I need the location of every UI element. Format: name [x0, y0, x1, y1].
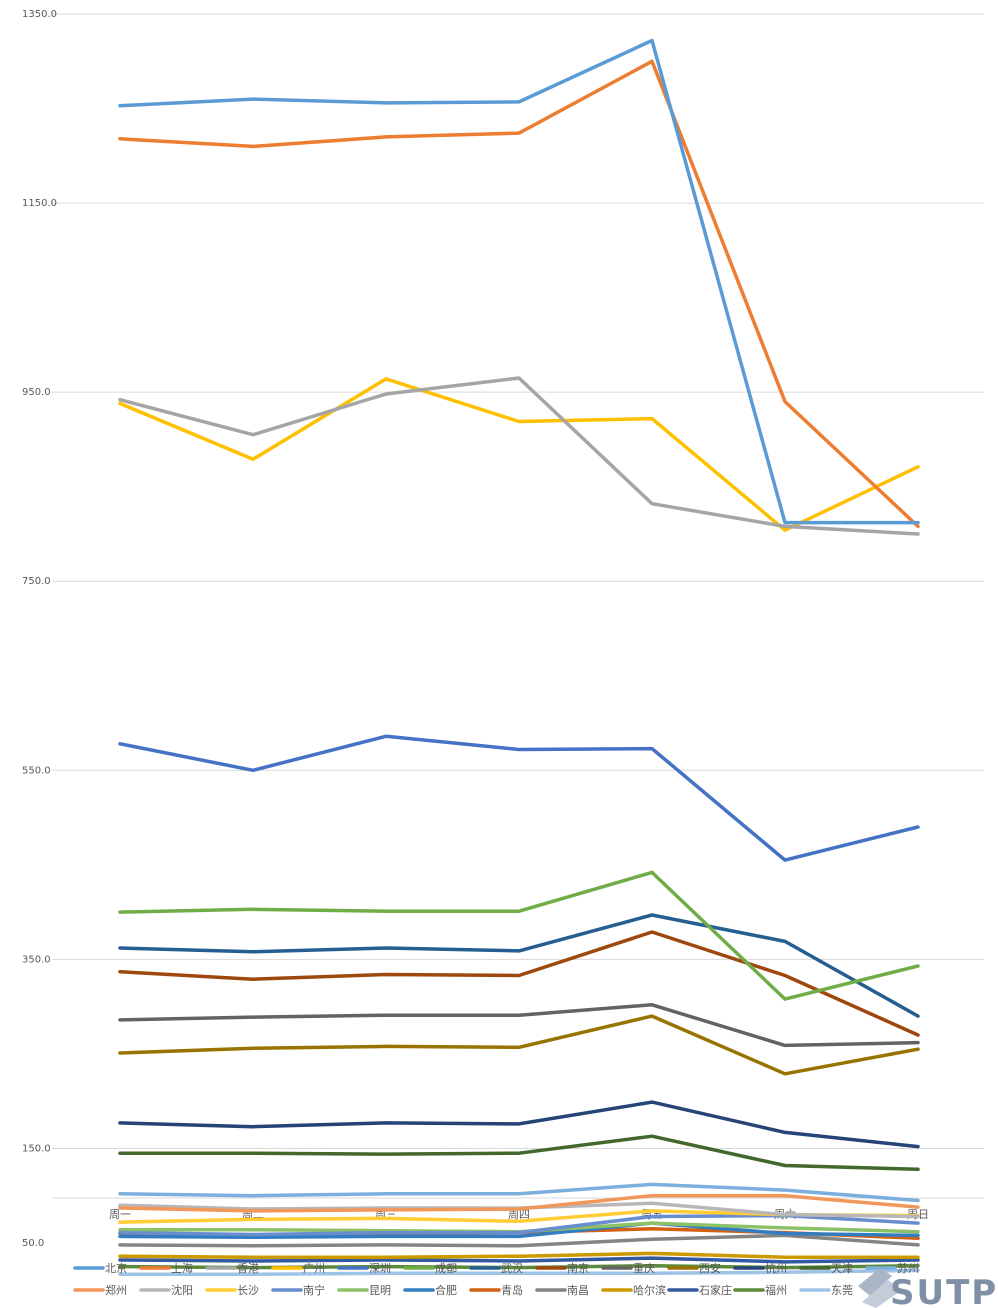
legend-label: 广州: [303, 1262, 325, 1275]
series-line-12: [118, 1134, 920, 1172]
y-tick-label: 550.0: [22, 765, 51, 776]
y-tick-label: 350.0: [22, 954, 51, 965]
legend-item: 重庆: [601, 1261, 655, 1275]
series-line-25: [118, 1268, 920, 1276]
legend-item: 广州: [271, 1262, 325, 1275]
legend-label: 深圳: [369, 1262, 391, 1275]
series-line-1: [118, 38, 920, 525]
legend-label: 福州: [765, 1283, 787, 1297]
series-line-3: [118, 376, 920, 536]
legend-item: 西安: [667, 1261, 721, 1275]
y-tick-label: 50.0: [22, 1238, 44, 1249]
legend-item: 石家庄: [667, 1283, 732, 1297]
legend-label: 哈尔滨: [633, 1283, 666, 1297]
legend-item: 上海: [139, 1261, 193, 1275]
series-line-22: [118, 1251, 920, 1259]
legend-label: 南京: [567, 1261, 589, 1275]
legend-label: 北京: [105, 1261, 127, 1275]
legend-label: 苏州: [897, 1262, 919, 1275]
legend-label: 东莞: [831, 1284, 853, 1297]
series-line-10: [118, 1014, 920, 1076]
legend-item: 天津: [799, 1262, 853, 1275]
series-line-21: [118, 1233, 920, 1248]
legend-item: 昆明: [337, 1284, 391, 1297]
legend-label: 南昌: [567, 1284, 589, 1297]
series-line-5: [118, 734, 920, 862]
legend-item: 杭州: [733, 1261, 787, 1275]
legend-label: 南宁: [303, 1283, 325, 1297]
legend-item: 郑州: [73, 1283, 127, 1297]
x-category-label: 周四: [508, 1208, 530, 1221]
legend-item: 武汉: [469, 1262, 523, 1275]
gridlines: [52, 13, 984, 1199]
legend-item: 南宁: [271, 1283, 325, 1297]
series-line-14: [118, 1193, 920, 1213]
legend-item: 北京: [73, 1261, 127, 1275]
legend-item: 沈阳: [139, 1283, 193, 1297]
legend-item: 南昌: [535, 1284, 589, 1297]
sutpc-logo-icon: [858, 1268, 902, 1308]
series-line-23: [118, 1256, 920, 1264]
legend-label: 武汉: [501, 1262, 523, 1275]
legend-item: 青岛: [469, 1283, 523, 1297]
legend-label: 成都: [435, 1262, 457, 1275]
legend-item: 南京: [535, 1261, 589, 1275]
legend-label: 合肥: [435, 1283, 457, 1297]
legend-item: 成都: [403, 1262, 457, 1275]
legend-label: 天津: [831, 1262, 853, 1275]
y-tick-label: 150.0: [22, 1143, 51, 1154]
series-lines: [118, 38, 920, 1276]
series-line-6: [118, 870, 920, 1001]
legend-item: 哈尔滨: [601, 1283, 666, 1297]
legend-item: 福州: [733, 1283, 787, 1297]
legend-item: 长沙: [205, 1284, 259, 1297]
y-tick-label: 950.0: [22, 387, 51, 398]
series-line-2: [118, 59, 920, 529]
y-tick-label: 750.0: [22, 576, 51, 587]
legend-item: 香港: [205, 1262, 259, 1275]
y-tick-label: 1150.0: [22, 198, 57, 209]
series-line-24: [118, 1263, 920, 1270]
legend-label: 西安: [699, 1261, 721, 1275]
legend-item: 苏州: [865, 1262, 919, 1275]
legend-label: 沈阳: [171, 1283, 193, 1297]
series-line-4: [118, 377, 920, 532]
legend-label: 重庆: [633, 1261, 655, 1275]
series-line-9: [118, 1003, 920, 1048]
legend-label: 石家庄: [699, 1283, 732, 1297]
y-tick-label: 1350.0: [22, 9, 57, 20]
legend-label: 昆明: [369, 1284, 391, 1297]
legend-label: 上海: [171, 1261, 193, 1275]
legend-item: 东莞: [799, 1284, 853, 1297]
legend-label: 香港: [237, 1262, 259, 1275]
legend-item: 合肥: [403, 1283, 457, 1297]
y-axis-tick-labels: 1350.0 1150.0 950.0 750.0 550.0 350.0 150.0 50.…: [22, 9, 57, 1249]
series-line-18: [118, 1221, 920, 1234]
legend-label: 长沙: [237, 1284, 259, 1297]
legend-label: 杭州: [765, 1261, 787, 1275]
legend-label: 郑州: [105, 1283, 127, 1297]
sutpc-watermark: SUTPC: [858, 1268, 998, 1308]
series-line-13: [118, 1182, 920, 1203]
series-line-19: [118, 1221, 920, 1240]
legend-label: 青岛: [501, 1283, 523, 1297]
series-line-7: [118, 913, 920, 1018]
legend-item: 深圳: [337, 1262, 391, 1275]
series-line-11: [118, 1100, 920, 1149]
series-line-8: [118, 930, 920, 1037]
watermark-text: SUTPC: [890, 1273, 998, 1308]
x-category-label: 周一: [109, 1208, 131, 1221]
